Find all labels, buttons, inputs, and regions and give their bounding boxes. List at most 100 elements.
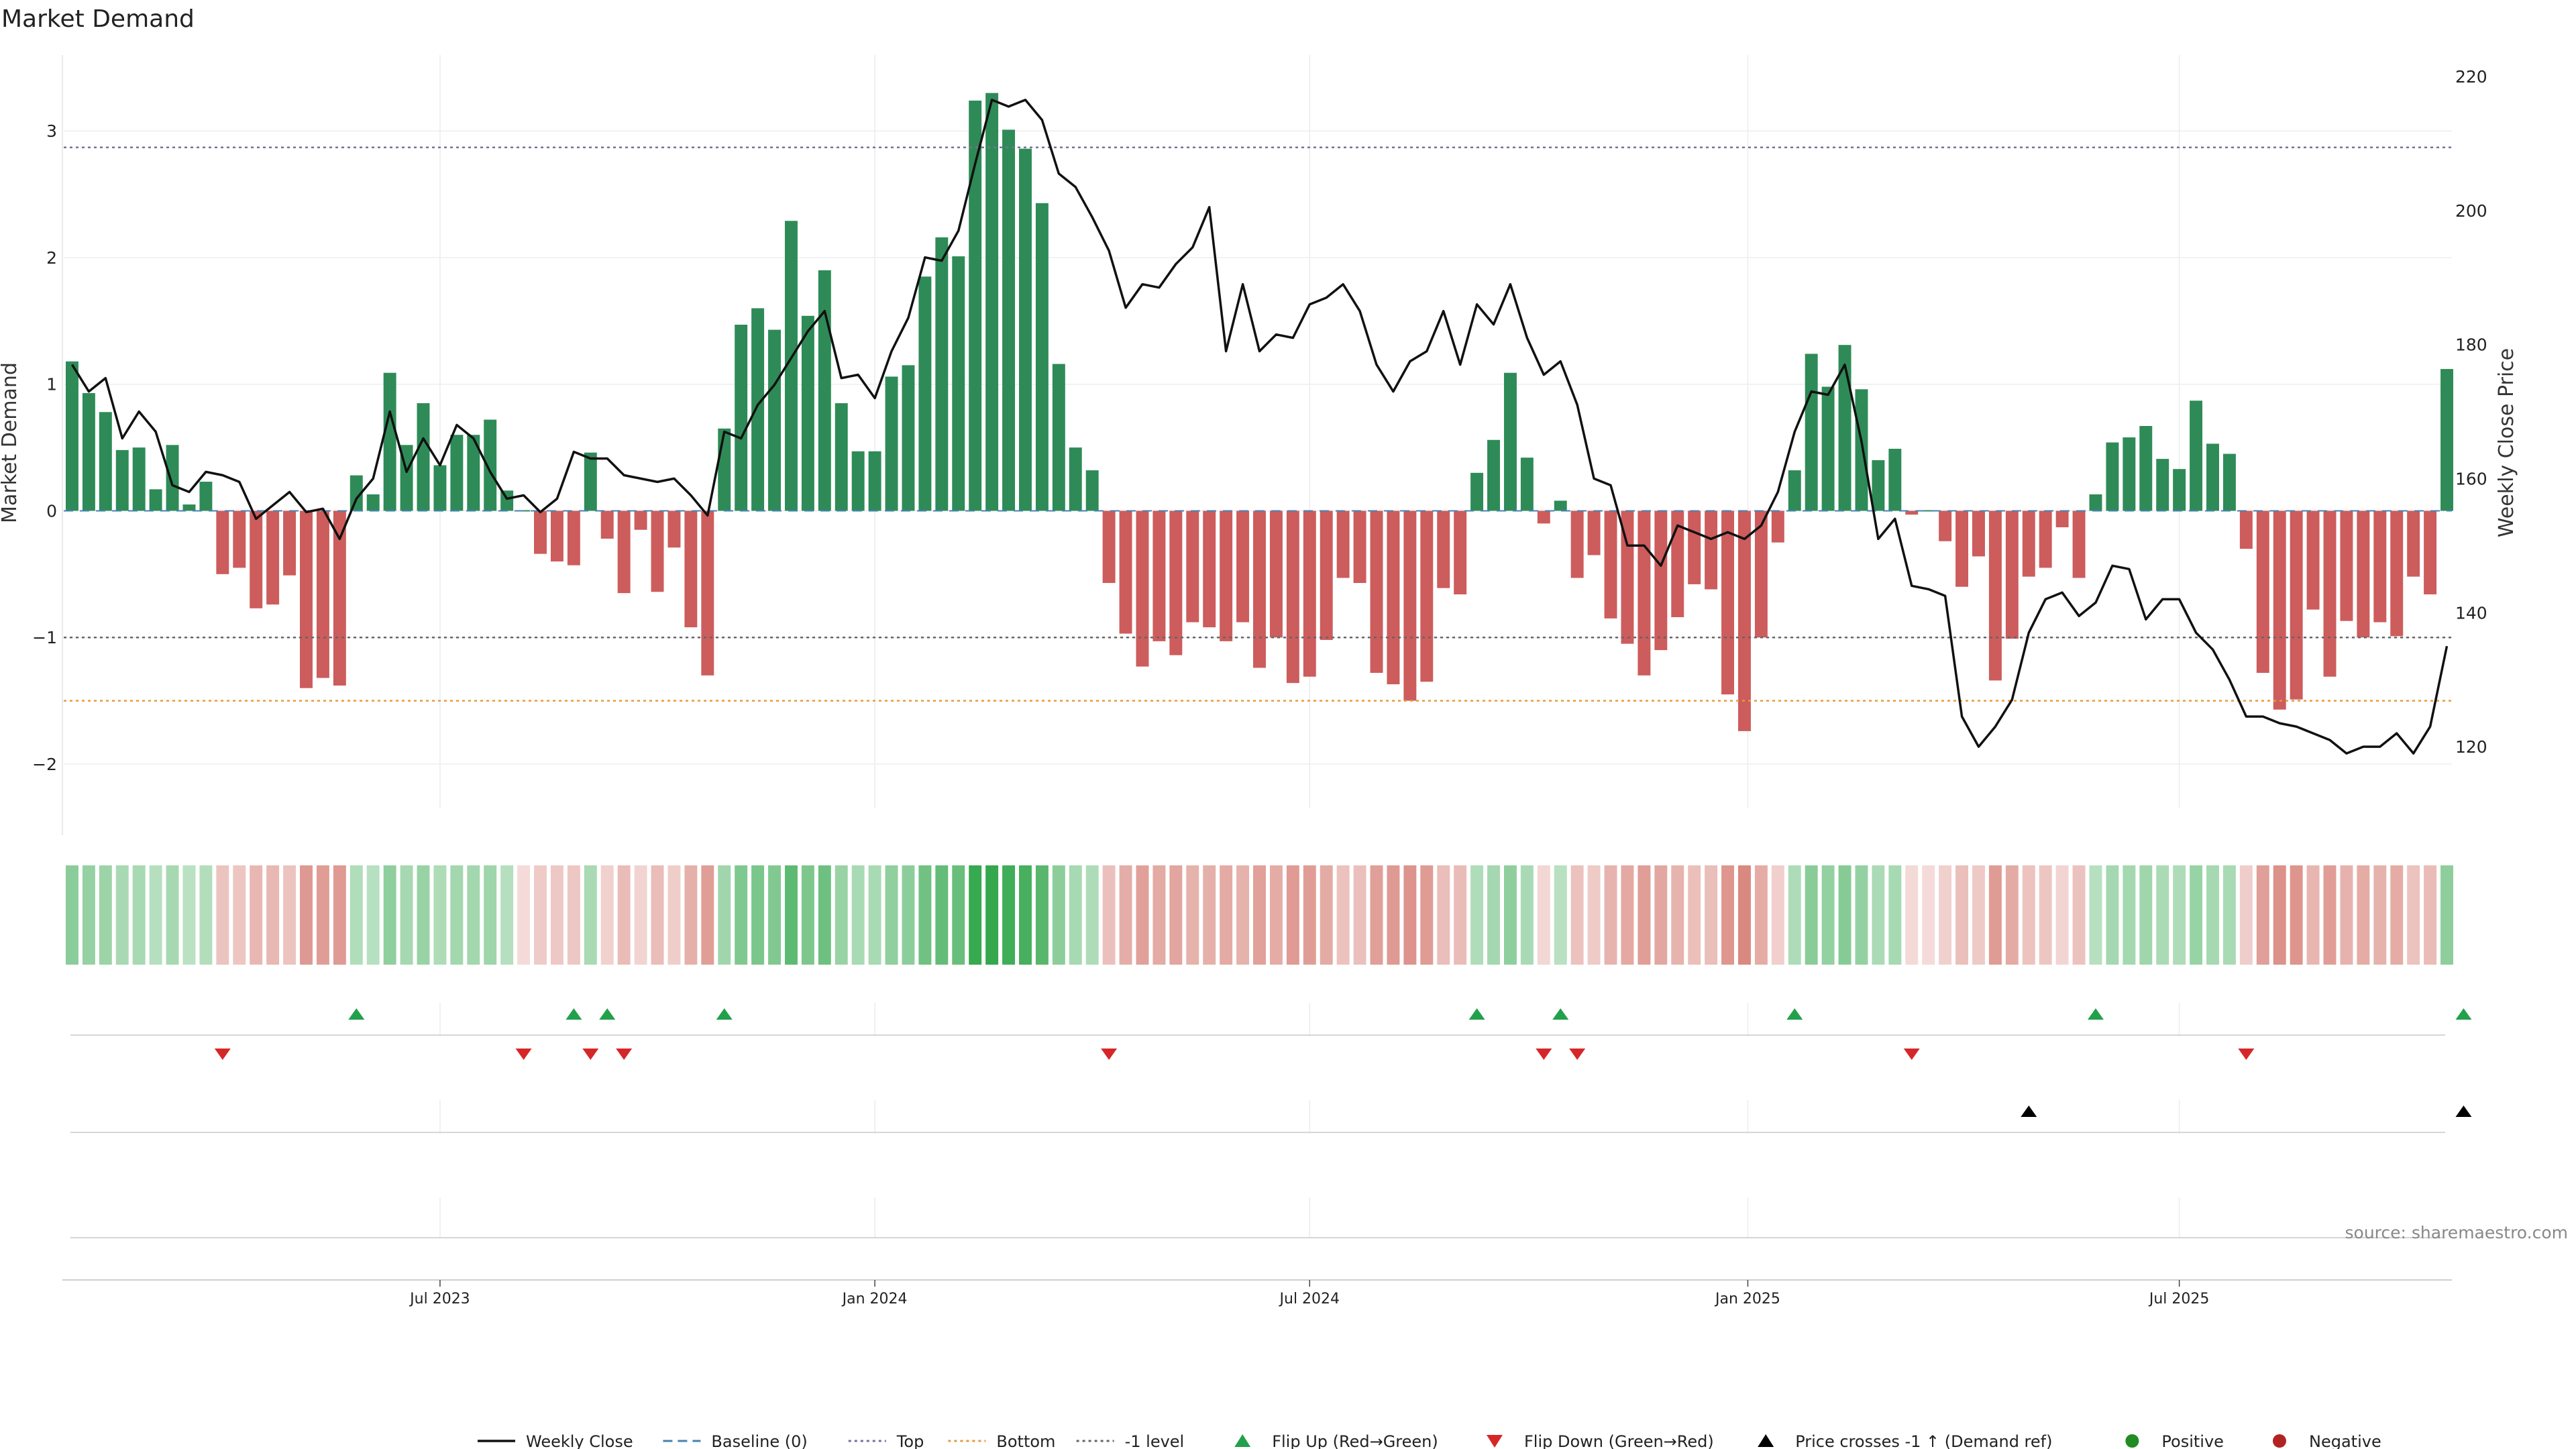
y-tick-label: 1 bbox=[46, 375, 57, 394]
heat-cell bbox=[1888, 865, 1902, 965]
legend-swatch-flip-down bbox=[1487, 1435, 1503, 1448]
demand-bar bbox=[250, 511, 263, 608]
demand-bar bbox=[1336, 511, 1350, 578]
legend-swatch-flip-up bbox=[1234, 1434, 1251, 1447]
heat-cell bbox=[534, 865, 547, 965]
demand-bar bbox=[1353, 511, 1366, 584]
heat-cell bbox=[1503, 865, 1517, 965]
heat-cell bbox=[2306, 865, 2320, 965]
heat-cell bbox=[550, 865, 564, 965]
demand-bar bbox=[2340, 511, 2353, 621]
heat-cell bbox=[366, 865, 380, 965]
heat-cell bbox=[617, 865, 631, 965]
demand-bar bbox=[718, 428, 731, 511]
heat-cell bbox=[2089, 865, 2102, 965]
flip-up-marker bbox=[1786, 1008, 1803, 1020]
demand-bar bbox=[1788, 470, 1801, 511]
heat-cell bbox=[266, 865, 280, 965]
heat-cell bbox=[1203, 865, 1216, 965]
legend-label: Flip Up (Red→Green) bbox=[1272, 1432, 1438, 1449]
heat-cell bbox=[1821, 865, 1835, 965]
demand-bar bbox=[952, 256, 965, 511]
legend: Weekly Close Baseline (0) Top Bottom -1 leve… bbox=[478, 1432, 2381, 1449]
demand-bar bbox=[1972, 511, 1985, 557]
heat-cell bbox=[1972, 865, 1985, 965]
heat-cell bbox=[182, 865, 196, 965]
heat-cell bbox=[1754, 865, 1768, 965]
demand-bar bbox=[818, 270, 831, 511]
heat-cell bbox=[784, 865, 798, 965]
demand-bar bbox=[266, 511, 280, 605]
legend-item: Flip Down (Green→Red) bbox=[1487, 1432, 1714, 1449]
demand-bar bbox=[216, 511, 229, 574]
demand-bar bbox=[969, 100, 982, 511]
heat-cell bbox=[2022, 865, 2035, 965]
demand-bar bbox=[1052, 364, 1065, 511]
heat-cell bbox=[651, 865, 664, 965]
heat-cell bbox=[718, 865, 731, 965]
demand-bar bbox=[1102, 511, 1116, 584]
demand-bar bbox=[2306, 511, 2320, 610]
heat-cell bbox=[1587, 865, 1601, 965]
heat-cell bbox=[1805, 865, 1818, 965]
heat-cell bbox=[1654, 865, 1668, 965]
demand-bar bbox=[149, 489, 162, 511]
demand-bar bbox=[2089, 494, 2102, 511]
heat-cell bbox=[1186, 865, 1199, 965]
heat-cell bbox=[1370, 865, 1383, 965]
heat-cell bbox=[1403, 865, 1417, 965]
demand-bar bbox=[684, 511, 698, 628]
heat-cell bbox=[885, 865, 898, 965]
demand-bar bbox=[2022, 511, 2035, 577]
demand-bar bbox=[1721, 511, 1735, 695]
heat-cell bbox=[684, 865, 698, 965]
heat-cell bbox=[1604, 865, 1617, 965]
heat-cell bbox=[2139, 865, 2153, 965]
heat-cell bbox=[283, 865, 297, 965]
legend-label: Bottom bbox=[996, 1432, 1055, 1449]
heat-cell bbox=[1002, 865, 1016, 965]
y2-tick-label: 200 bbox=[2455, 201, 2487, 221]
demand-bar bbox=[2055, 511, 2069, 527]
heat-cell bbox=[667, 865, 681, 965]
heat-cell bbox=[1638, 865, 1651, 965]
demand-bar bbox=[885, 376, 898, 511]
heat-cell bbox=[751, 865, 765, 965]
legend-label: Flip Down (Green→Red) bbox=[1524, 1432, 1714, 1449]
demand-bar bbox=[433, 465, 447, 511]
demand-bar bbox=[1069, 447, 1082, 511]
demand-heat-strip bbox=[65, 865, 2453, 965]
demand-bar bbox=[835, 403, 848, 511]
legend-item: Weekly Close bbox=[478, 1432, 633, 1449]
heat-cell bbox=[65, 865, 78, 965]
weekly-close-line bbox=[71, 99, 2449, 755]
heat-cell bbox=[2340, 865, 2353, 965]
flip-up-marker bbox=[716, 1008, 733, 1020]
heat-cell bbox=[1052, 865, 1065, 965]
demand-bar bbox=[2106, 442, 2119, 511]
heat-cell bbox=[517, 865, 531, 965]
heat-cell bbox=[1855, 865, 1868, 965]
y2-tick-label: 120 bbox=[2455, 737, 2487, 757]
legend-swatch-cross bbox=[1758, 1434, 1774, 1447]
demand-bar bbox=[1855, 389, 1868, 511]
demand-bar bbox=[667, 511, 681, 548]
demand-bar bbox=[450, 435, 464, 511]
heat-cell bbox=[1236, 865, 1250, 965]
demand-bar bbox=[1821, 386, 1835, 511]
y2-tick-label: 220 bbox=[2455, 67, 2487, 87]
legend-item: Flip Up (Red→Green) bbox=[1234, 1432, 1438, 1449]
y2-tick-label: 160 bbox=[2455, 469, 2487, 488]
demand-bar bbox=[333, 511, 346, 686]
demand-bar bbox=[2323, 511, 2337, 677]
heat-cell bbox=[2072, 865, 2086, 965]
heat-cell bbox=[1922, 865, 1935, 965]
demand-bar bbox=[784, 221, 798, 511]
demand-bar bbox=[132, 447, 146, 511]
heat-cell bbox=[935, 865, 949, 965]
heat-cell bbox=[1169, 865, 1183, 965]
demand-bar bbox=[1136, 511, 1149, 667]
demand-bar bbox=[1387, 511, 1400, 685]
heat-cell bbox=[1671, 865, 1684, 965]
demand-bar bbox=[1370, 511, 1383, 674]
